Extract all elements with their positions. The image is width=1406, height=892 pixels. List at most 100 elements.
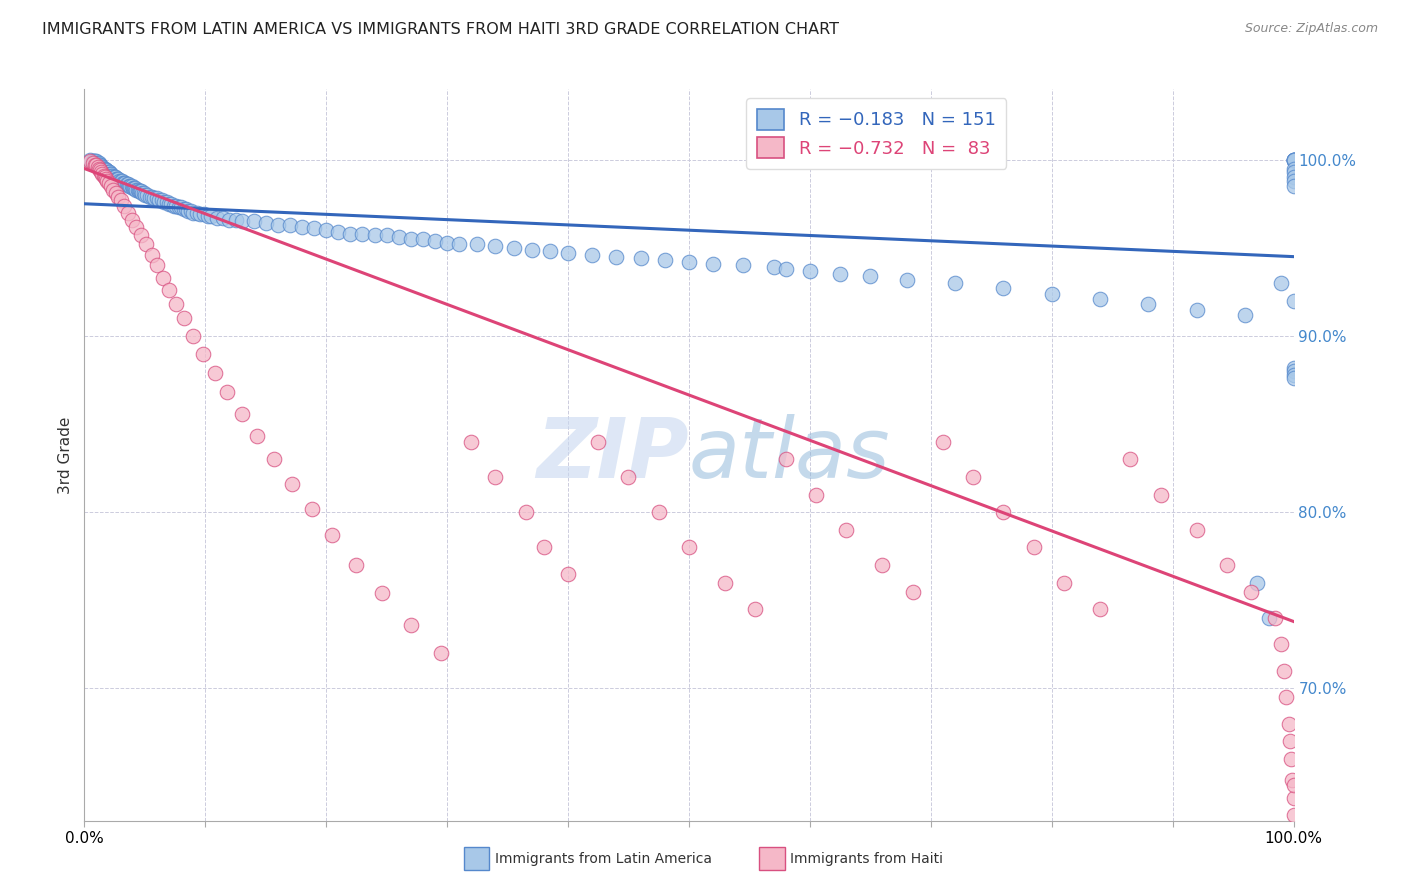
Point bbox=[97, 176, 120, 190]
Point bbox=[339, 227, 361, 241]
Point bbox=[120, 179, 142, 194]
Point bbox=[112, 176, 135, 190]
Point bbox=[141, 190, 163, 204]
Point bbox=[371, 586, 394, 600]
Point bbox=[117, 178, 139, 192]
Point bbox=[204, 366, 226, 380]
Point bbox=[157, 196, 180, 211]
Point bbox=[654, 253, 676, 268]
Point bbox=[430, 646, 453, 660]
Point bbox=[104, 170, 127, 185]
Point bbox=[581, 248, 603, 262]
Point bbox=[1282, 790, 1305, 805]
Point bbox=[702, 257, 724, 271]
Point bbox=[1088, 602, 1111, 616]
Point bbox=[97, 165, 120, 179]
Text: Immigrants from Haiti: Immigrants from Haiti bbox=[790, 852, 943, 865]
Point bbox=[197, 209, 219, 223]
Point bbox=[901, 584, 924, 599]
Point bbox=[174, 202, 197, 216]
Point bbox=[775, 262, 797, 277]
Point bbox=[153, 194, 176, 209]
Point bbox=[557, 246, 579, 260]
Point bbox=[125, 183, 148, 197]
Point bbox=[86, 158, 108, 172]
Point bbox=[388, 230, 411, 244]
Point bbox=[177, 203, 200, 218]
Point bbox=[520, 243, 543, 257]
Point bbox=[352, 227, 374, 241]
Point bbox=[207, 211, 229, 225]
Point bbox=[1282, 364, 1305, 378]
Point bbox=[423, 234, 446, 248]
Point bbox=[943, 276, 966, 290]
Point bbox=[896, 272, 918, 286]
Point bbox=[302, 221, 325, 235]
Point bbox=[1282, 808, 1305, 822]
Point bbox=[460, 434, 482, 449]
Point bbox=[678, 255, 700, 269]
Point bbox=[399, 618, 422, 632]
Point bbox=[91, 161, 114, 176]
Point bbox=[932, 434, 955, 449]
Point bbox=[165, 198, 187, 212]
Point bbox=[90, 160, 112, 174]
Point bbox=[859, 268, 882, 283]
Point bbox=[104, 172, 127, 186]
Point bbox=[107, 172, 129, 186]
Point bbox=[678, 541, 700, 555]
Point bbox=[1281, 773, 1303, 788]
Point bbox=[110, 174, 132, 188]
Point bbox=[114, 176, 136, 190]
Point bbox=[136, 188, 159, 202]
Point bbox=[173, 202, 195, 216]
Point bbox=[94, 170, 117, 185]
Point bbox=[124, 181, 146, 195]
Point bbox=[1282, 153, 1305, 167]
Point bbox=[1282, 371, 1305, 385]
Point bbox=[148, 193, 170, 207]
Point bbox=[835, 523, 858, 537]
Point bbox=[872, 558, 894, 572]
Point bbox=[146, 192, 169, 206]
Point bbox=[1282, 179, 1305, 194]
Point bbox=[1240, 584, 1263, 599]
Point bbox=[108, 174, 131, 188]
Point bbox=[94, 172, 117, 186]
Point bbox=[1258, 611, 1281, 625]
Point bbox=[121, 181, 143, 195]
Point bbox=[129, 185, 152, 199]
Point bbox=[115, 178, 138, 192]
Point bbox=[328, 225, 350, 239]
Point bbox=[91, 160, 114, 174]
Point bbox=[93, 169, 115, 183]
Point bbox=[121, 179, 143, 194]
Text: atlas: atlas bbox=[689, 415, 890, 495]
Point bbox=[103, 183, 125, 197]
Point bbox=[128, 185, 150, 199]
Point bbox=[118, 179, 141, 194]
Point bbox=[165, 297, 187, 311]
Point bbox=[167, 200, 190, 214]
Point bbox=[121, 212, 143, 227]
Y-axis label: 3rd Grade: 3rd Grade bbox=[58, 417, 73, 493]
Point bbox=[86, 156, 108, 170]
Point bbox=[315, 223, 337, 237]
Text: ZIP: ZIP bbox=[536, 415, 689, 495]
Point bbox=[200, 209, 222, 223]
Point bbox=[87, 156, 110, 170]
Point bbox=[127, 183, 149, 197]
Point bbox=[98, 167, 121, 181]
Point bbox=[399, 232, 422, 246]
Point bbox=[97, 165, 120, 179]
Point bbox=[79, 153, 101, 167]
Point bbox=[190, 207, 212, 221]
Point bbox=[1279, 752, 1302, 766]
Point bbox=[94, 163, 117, 178]
Point bbox=[79, 154, 101, 169]
Point bbox=[215, 385, 238, 400]
Point bbox=[267, 218, 290, 232]
Point bbox=[105, 172, 128, 186]
Point bbox=[146, 259, 169, 273]
Point bbox=[231, 214, 253, 228]
